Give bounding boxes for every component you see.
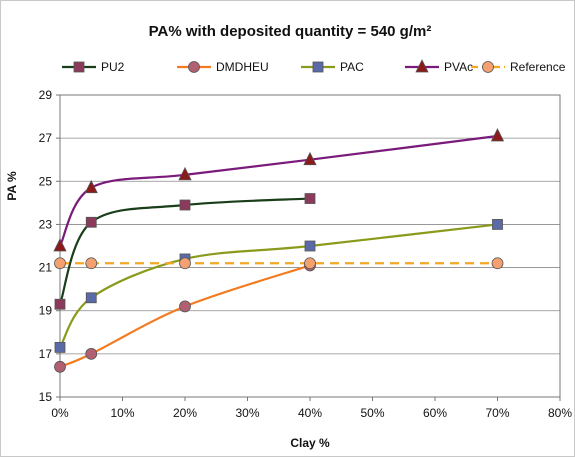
legend-label-reference: Reference [510, 60, 566, 74]
x-tick-label: 10% [110, 406, 134, 420]
data-point-pvac [303, 151, 317, 166]
chart-title: PA% with deposited quantity = 540 g/m² [149, 23, 432, 40]
data-point-pvac [178, 166, 192, 181]
series-line-dmdheu [59, 264, 311, 368]
x-tick-label: 50% [360, 406, 384, 420]
y-axis-label: PA % [5, 171, 19, 201]
legend-marker-pu2 [73, 61, 85, 73]
data-point-dmdheu [54, 360, 66, 373]
data-point-dmdheu [85, 347, 98, 360]
legend-marker-pac [312, 61, 324, 73]
legend: PU2 DMDHEU PAC PVAc Reference [62, 59, 566, 74]
x-tick-label: 30% [235, 406, 259, 420]
x-tick-label: 20% [173, 406, 197, 420]
data-point-pvac [53, 238, 67, 252]
data-point-reference [491, 257, 504, 270]
y-axis: 15 17 19 21 23 25 27 29 [39, 88, 60, 404]
data-point-pac [492, 219, 503, 230]
data-point-pu2 [304, 193, 316, 204]
y-tick-label: 27 [39, 131, 53, 145]
legend-marker-reference [482, 61, 494, 73]
data-point-pu2 [54, 298, 66, 310]
data-point-reference [304, 257, 316, 270]
data-point-reference [179, 257, 191, 270]
series-line-pu2 [58, 197, 311, 305]
legend-label-pac: PAC [340, 60, 364, 74]
x-tick-label: 0% [51, 406, 69, 420]
data-point-pvac [490, 128, 505, 142]
y-tick-label: 25 [39, 174, 53, 188]
data-point-dmdheu [179, 300, 191, 313]
y-tick-label: 29 [39, 88, 53, 102]
legend-marker-dmdheu [188, 61, 200, 73]
data-point-pac [85, 292, 97, 304]
x-tick-label: 60% [423, 406, 447, 420]
x-axis-label: Clay % [290, 436, 330, 450]
y-tick-label: 23 [39, 217, 53, 231]
data-point-reference [85, 257, 98, 270]
data-point-pac [54, 341, 66, 353]
data-point-pu2 [85, 216, 97, 228]
x-tick-label: 80% [548, 406, 572, 420]
data-point-reference [54, 257, 66, 270]
data-point-pvac [84, 179, 98, 194]
y-tick-label: 21 [39, 261, 53, 275]
series-line-pvac [59, 134, 498, 247]
y-tick-label: 17 [39, 347, 53, 361]
legend-label-pvac: PVAc [444, 60, 473, 74]
legend-label-pu2: PU2 [101, 60, 125, 74]
y-tick-label: 15 [39, 390, 53, 404]
x-axis: 0% 10% 20% 30% 40% 50% 60% 70% 80% [51, 397, 572, 420]
series-markers [53, 128, 505, 373]
x-tick-label: 40% [298, 406, 322, 420]
legend-label-dmdheu: DMDHEU [216, 60, 269, 74]
y-tick-label: 19 [39, 304, 53, 318]
legend-marker-pvac [415, 59, 429, 73]
x-tick-label: 70% [485, 406, 509, 420]
data-point-pu2 [179, 199, 191, 211]
data-point-pac [304, 240, 316, 252]
